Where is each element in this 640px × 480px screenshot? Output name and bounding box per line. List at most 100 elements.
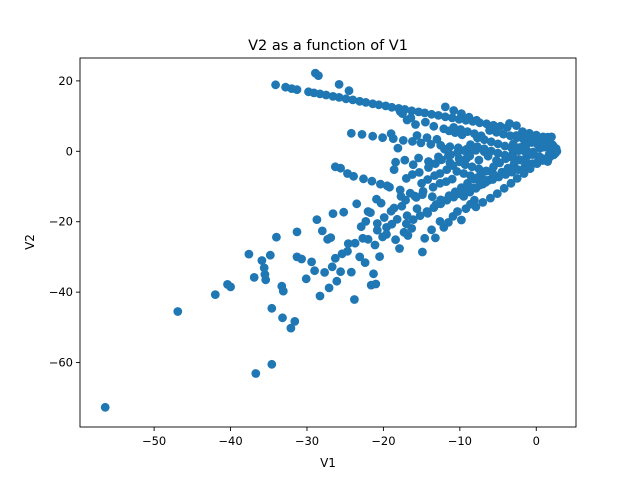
data-point <box>363 234 373 244</box>
data-point <box>492 189 502 199</box>
data-point <box>505 119 514 128</box>
data-point <box>448 161 458 171</box>
data-point <box>436 199 446 209</box>
data-point <box>521 157 530 166</box>
data-point <box>426 139 436 149</box>
data-point <box>357 130 367 139</box>
data-point <box>421 117 430 127</box>
data-point <box>265 250 275 260</box>
data-point <box>512 174 522 183</box>
data-point <box>259 263 269 273</box>
data-point <box>526 137 536 147</box>
data-point <box>420 233 430 243</box>
data-point <box>493 139 503 149</box>
data-point <box>543 157 553 166</box>
data-point <box>478 198 488 207</box>
data-point <box>424 163 433 172</box>
data-point <box>471 202 481 212</box>
data-point <box>314 71 323 80</box>
data-point <box>350 238 360 248</box>
data-point <box>544 149 554 159</box>
data-point <box>360 258 370 267</box>
data-point <box>400 155 410 165</box>
data-point <box>427 109 436 119</box>
x-tick-label: −50 <box>142 434 166 448</box>
data-point <box>455 157 465 167</box>
data-point <box>374 100 384 110</box>
data-point <box>249 273 259 282</box>
data-point <box>396 192 406 201</box>
data-point <box>278 286 288 296</box>
data-point <box>173 307 183 316</box>
data-point <box>350 295 359 304</box>
data-point <box>466 144 476 153</box>
data-point <box>508 139 518 149</box>
data-point <box>378 133 387 143</box>
data-point <box>429 121 439 131</box>
data-point <box>100 402 110 412</box>
data-point <box>327 262 337 272</box>
data-point <box>501 170 511 179</box>
data-point <box>376 179 385 189</box>
data-point <box>522 146 532 156</box>
data-point <box>481 166 491 176</box>
data-point <box>453 207 462 216</box>
data-point <box>315 291 325 301</box>
data-points <box>100 68 562 412</box>
data-point <box>444 218 453 227</box>
data-point <box>431 233 440 243</box>
data-point <box>486 193 495 203</box>
data-point <box>326 233 336 243</box>
data-point <box>440 112 450 122</box>
data-point <box>370 240 380 250</box>
data-point <box>361 217 371 226</box>
data-point <box>430 171 439 181</box>
data-point <box>486 137 496 147</box>
data-point <box>464 112 474 122</box>
data-point <box>408 170 417 179</box>
data-point <box>348 95 358 105</box>
data-point <box>408 137 417 146</box>
data-point <box>423 175 433 184</box>
data-point <box>437 155 446 165</box>
data-point <box>267 359 277 369</box>
data-point <box>506 178 516 188</box>
data-point <box>339 207 349 217</box>
x-tick-label: −40 <box>218 434 242 448</box>
data-point <box>395 185 405 195</box>
data-point <box>346 128 356 138</box>
data-point <box>260 270 270 279</box>
data-point <box>363 207 373 216</box>
data-point <box>393 143 403 153</box>
data-point <box>226 282 236 292</box>
plot-frame <box>79 57 577 428</box>
data-point <box>412 131 422 140</box>
data-point <box>387 219 397 229</box>
data-point <box>531 130 541 140</box>
data-point <box>257 256 267 265</box>
data-point <box>349 171 358 181</box>
data-point <box>493 148 503 158</box>
data-point <box>470 195 479 205</box>
data-point <box>359 174 368 184</box>
data-point <box>312 215 322 225</box>
data-point <box>395 244 404 253</box>
data-point <box>422 133 432 143</box>
data-point <box>499 183 509 193</box>
data-point <box>434 111 443 120</box>
data-point <box>427 225 436 235</box>
data-point <box>474 155 484 165</box>
data-point <box>328 209 338 219</box>
data-point <box>286 323 296 333</box>
data-point <box>474 164 484 174</box>
x-tick-label: 0 <box>533 434 540 448</box>
data-point <box>415 211 425 221</box>
data-point <box>476 131 486 141</box>
data-point <box>412 204 422 214</box>
data-point <box>386 129 396 139</box>
data-point <box>378 232 387 242</box>
data-point <box>391 157 400 167</box>
data-point <box>479 144 489 154</box>
data-point <box>429 203 439 213</box>
x-axis-label: V1 <box>320 456 336 470</box>
